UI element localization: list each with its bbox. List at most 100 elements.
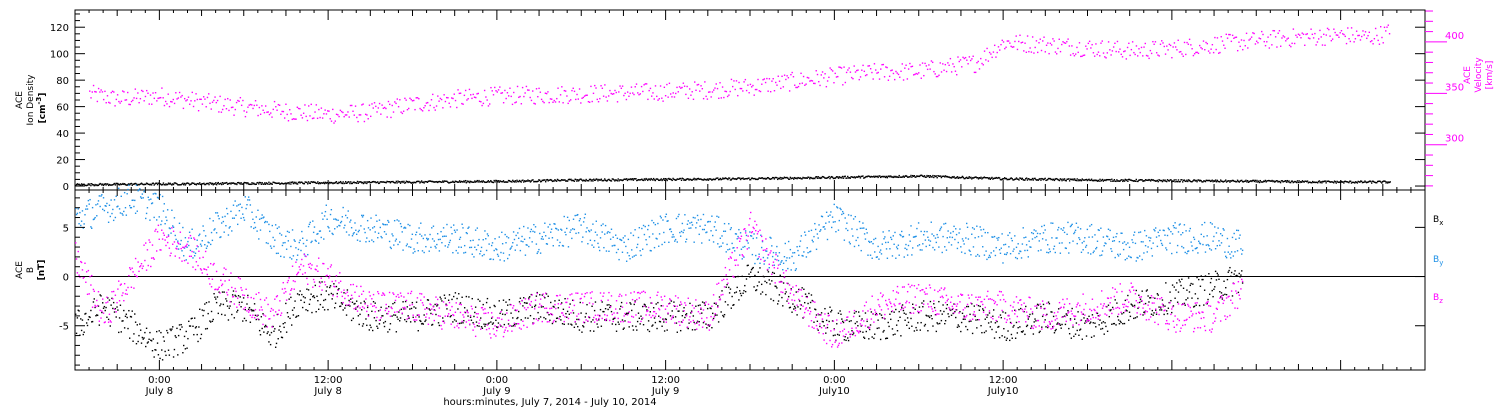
bx-series-point (413, 317, 414, 318)
ion-density-series-point (850, 178, 851, 179)
velocity-series-point (1318, 38, 1319, 39)
by-series-point (105, 205, 106, 206)
ion-density-series-point (590, 179, 591, 180)
bx-series-point (618, 324, 619, 325)
bx-series-point (369, 325, 370, 326)
ion-density-series-point (263, 184, 264, 185)
bx-series-point (305, 297, 306, 298)
by-series-point (509, 254, 510, 255)
bx-series-point (231, 314, 232, 315)
bx-series-point (256, 319, 257, 320)
velocity-series-point (1261, 31, 1262, 32)
bx-series-point (947, 304, 948, 305)
by-series-point (293, 255, 294, 256)
bx-series-point (199, 309, 200, 310)
ion-density-series-point (1174, 181, 1175, 182)
velocity-series-point (748, 92, 749, 93)
by-series-point (877, 256, 878, 257)
by-series-point (826, 212, 827, 213)
ion-density-series-point (1298, 182, 1299, 183)
bx-series-point (682, 315, 683, 316)
bx-series-point (376, 326, 377, 327)
velocity-series-point (99, 91, 100, 92)
velocity-series-point (1388, 24, 1389, 25)
bx-series-point (243, 297, 244, 298)
by-series-point (185, 237, 186, 238)
bx-series-point (656, 303, 657, 304)
by-series-point (505, 242, 506, 243)
by-series-point (850, 215, 851, 216)
velocity-series-point (247, 107, 248, 108)
bx-series-point (1158, 306, 1159, 307)
velocity-series-point (764, 78, 765, 79)
ion-density-series-point (556, 181, 557, 182)
ion-density-series-point (377, 181, 378, 182)
by-series-point (362, 216, 363, 217)
by-series-point (235, 215, 236, 216)
by-series-point (414, 251, 415, 252)
velocity-series-point (605, 96, 606, 97)
bx-series-point (951, 315, 952, 316)
velocity-series-point (1248, 39, 1249, 40)
velocity-series-point (619, 85, 620, 86)
velocity-series-point (969, 56, 970, 57)
ion-density-series-point (847, 176, 848, 177)
by-series-point (718, 216, 719, 217)
by-series-point (684, 214, 685, 215)
bx-series-point (260, 334, 261, 335)
velocity-series-point (1305, 34, 1306, 35)
bx-series-point (643, 324, 644, 325)
by-series-point (649, 236, 650, 237)
velocity-series-point (717, 88, 718, 89)
by-series-point (101, 194, 102, 195)
velocity-series-point (881, 64, 882, 65)
by-series-point (168, 234, 169, 235)
bx-series-point (94, 298, 95, 299)
velocity-series-point (1218, 53, 1219, 54)
bx-series-point (274, 328, 275, 329)
velocity-series-point (590, 86, 591, 87)
by-series-point (430, 247, 431, 248)
velocity-series-point (676, 87, 677, 88)
by-series-point (850, 243, 851, 244)
velocity-series-point (852, 78, 853, 79)
by-series-point (423, 252, 424, 253)
velocity-series-point (1327, 28, 1328, 29)
by-series-point (515, 235, 516, 236)
by-series-point (181, 250, 182, 251)
bx-series-point (1228, 272, 1229, 273)
by-series-point (741, 249, 742, 250)
velocity-series-point (945, 64, 946, 65)
bx-series-point (1190, 285, 1191, 286)
velocity-series-point (499, 86, 500, 87)
by-series-point (777, 255, 778, 256)
bx-series-point (887, 338, 888, 339)
velocity-series-point (1062, 41, 1063, 42)
by-series-point (323, 238, 324, 239)
by-series-point (915, 236, 916, 237)
by-series-point (291, 258, 292, 259)
bx-series-point (467, 315, 468, 316)
by-series-point (283, 256, 284, 257)
velocity-series-point (403, 111, 404, 112)
velocity-series-point (119, 102, 120, 103)
by-series-point (81, 220, 82, 221)
bx-series-point (512, 317, 513, 318)
by-series-point (670, 228, 671, 229)
bx-series-point (1240, 274, 1241, 275)
velocity-series-point (705, 96, 706, 97)
ion-density-series-point (1381, 182, 1382, 183)
bx-series-point (342, 309, 343, 310)
by-series-point (192, 257, 193, 258)
velocity-series-point (964, 58, 965, 59)
velocity-series-point (762, 79, 763, 80)
by-series-point (518, 238, 519, 239)
bx-series-point (792, 303, 793, 304)
velocity-series-point (932, 62, 933, 63)
bx-series-point (75, 314, 76, 315)
bx-series-point (959, 311, 960, 312)
bx-series-point (827, 327, 828, 328)
velocity-series-point (133, 97, 134, 98)
bx-series-point (868, 338, 869, 339)
bx-series-point (1198, 279, 1199, 280)
